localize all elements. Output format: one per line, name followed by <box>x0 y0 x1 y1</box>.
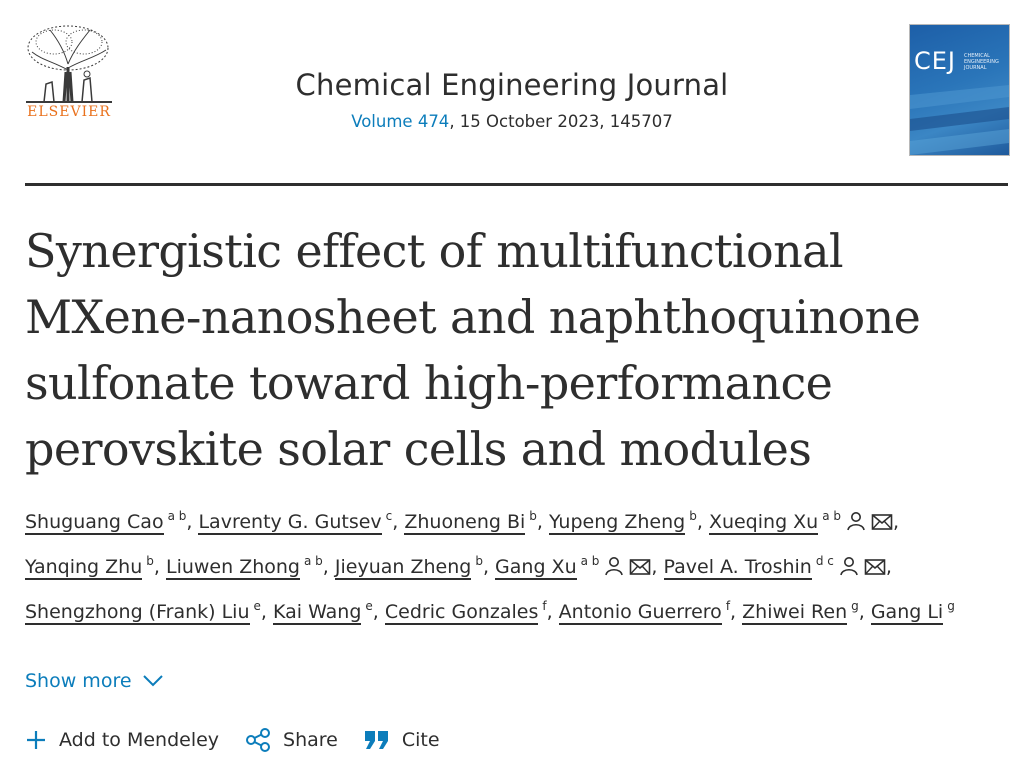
plus-icon <box>27 731 45 749</box>
author-name[interactable]: Antonio Guerrero <box>558 601 722 625</box>
author-affiliation-mark[interactable]: f <box>542 599 547 613</box>
author-item: Lavrenty G. Gutsev c, <box>198 509 399 535</box>
author-affiliation-mark[interactable]: e <box>365 599 373 613</box>
author-name[interactable]: Cedric Gonzales <box>384 601 539 625</box>
person-icon[interactable] <box>604 552 624 588</box>
cover-abbrev: CEJ <box>914 47 956 75</box>
author-name[interactable]: Gang Xu <box>495 556 577 580</box>
article-header: ELSEVIER Chemical Engineering Journal Vo… <box>0 0 1023 186</box>
author-separator: , <box>260 601 267 623</box>
author-affiliation-mark[interactable]: c <box>385 509 393 523</box>
author-item: Zhiwei Ren g, <box>742 599 865 625</box>
article-actions: Add to Mendeley Share Cite <box>25 728 466 752</box>
cite-label: Cite <box>401 729 440 751</box>
issue-line: Volume 474, 15 October 2023, 145707 <box>200 112 824 131</box>
journal-info: Chemical Engineering Journal Volume 474,… <box>200 68 824 131</box>
author-separator: , <box>392 511 399 533</box>
cite-button[interactable]: Cite <box>364 729 440 751</box>
author-name[interactable]: Liuwen Zhong <box>165 556 300 580</box>
author-item: Pavel A. Troshin d c, <box>663 554 892 580</box>
author-affiliation-mark[interactable]: g <box>851 599 859 613</box>
author-item: Yupeng Zheng b, <box>549 509 703 535</box>
issue-details: , 15 October 2023, 145707 <box>449 112 673 131</box>
author-name[interactable]: Jieyuan Zheng <box>334 556 472 580</box>
author-name[interactable]: Gang Li <box>870 601 944 625</box>
author-separator: , <box>186 511 193 533</box>
author-affiliation-mark[interactable]: g <box>947 599 955 613</box>
elsevier-tree-logo[interactable] <box>24 22 114 122</box>
author-name[interactable]: Xueqing Xu <box>708 511 819 535</box>
author-name[interactable]: Lavrenty G. Gutsev <box>198 511 382 535</box>
author-separator: , <box>322 556 329 578</box>
author-item: Shengzhong (Frank) Liu e, <box>25 599 267 625</box>
share-button[interactable]: Share <box>245 728 338 752</box>
author-separator: , <box>696 511 703 533</box>
quote-icon <box>364 731 388 749</box>
author-item: Xueqing Xu a b, <box>708 509 900 535</box>
author-item: Cedric Gonzales f, <box>384 599 553 625</box>
journal-cover[interactable]: CEJ CHEMICAL ENGINEERING JOURNAL <box>909 24 1010 156</box>
author-item: Antonio Guerrero f, <box>558 599 737 625</box>
author-affiliation-mark[interactable]: b <box>475 554 483 568</box>
person-icon[interactable] <box>839 552 859 588</box>
author-affiliation-mark[interactable]: b <box>529 509 537 523</box>
person-icon[interactable] <box>846 507 866 543</box>
author-separator: , <box>651 556 658 578</box>
cover-pattern <box>910 85 1009 155</box>
author-affiliation-mark[interactable]: b <box>146 554 154 568</box>
author-affiliation-mark[interactable]: a b <box>580 554 600 568</box>
share-icon <box>246 728 271 752</box>
author-affiliation-mark[interactable]: a b <box>304 554 323 568</box>
author-affiliation-mark[interactable]: f <box>725 599 731 613</box>
author-affiliation-mark[interactable]: b <box>689 509 697 523</box>
author-separator: , <box>885 556 892 578</box>
chevron-down-icon <box>142 675 163 687</box>
author-name[interactable]: Yanqing Zhu <box>25 556 143 580</box>
author-affiliation-mark[interactable]: d c <box>815 554 834 568</box>
author-separator: , <box>372 601 379 623</box>
envelope-icon[interactable] <box>629 552 651 588</box>
journal-title[interactable]: Chemical Engineering Journal <box>295 68 729 102</box>
header-divider <box>25 183 1008 186</box>
author-affiliation-mark[interactable]: a b <box>167 509 187 523</box>
author-item: Gang Li g <box>870 599 955 625</box>
show-more-label: Show more <box>25 670 132 692</box>
add-to-mendeley-button[interactable]: Add to Mendeley <box>25 729 219 751</box>
author-item: Shuguang Cao a b, <box>25 509 193 535</box>
author-name[interactable]: Pavel A. Troshin <box>663 556 812 580</box>
author-affiliation-mark[interactable]: e <box>253 599 261 613</box>
author-name[interactable]: Shengzhong (Frank) Liu <box>25 601 250 625</box>
author-item: Liuwen Zhong a b, <box>165 554 329 580</box>
author-separator: , <box>858 601 865 623</box>
envelope-icon[interactable] <box>871 507 893 543</box>
author-item: Jieyuan Zheng b, <box>334 554 489 580</box>
envelope-icon[interactable] <box>864 552 886 588</box>
author-separator: , <box>536 511 543 533</box>
author-name[interactable]: Kai Wang <box>272 601 362 625</box>
author-name[interactable]: Yupeng Zheng <box>549 511 686 535</box>
article-title: Synergistic effect of multifunctional MX… <box>25 224 921 476</box>
author-separator: , <box>730 601 737 623</box>
author-affiliation-mark[interactable]: a b <box>822 509 842 523</box>
cover-subtitle: CHEMICAL ENGINEERING JOURNAL <box>964 53 999 71</box>
share-label: Share <box>283 729 338 751</box>
author-item: Zhuoneng Bi b, <box>404 509 543 535</box>
author-name[interactable]: Zhiwei Ren <box>742 601 848 625</box>
author-list: Shuguang Cao a b, Lavrenty G. Gutsev c, Zh… <box>25 498 1015 630</box>
author-separator: , <box>546 601 553 623</box>
publisher-name: ELSEVIER <box>27 104 111 120</box>
author-separator: , <box>153 556 160 578</box>
add-to-mendeley-label: Add to Mendeley <box>59 729 220 751</box>
author-item: Kai Wang e, <box>272 599 379 625</box>
volume-link[interactable]: Volume 474 <box>351 112 450 131</box>
show-more-button[interactable]: Show more <box>25 670 164 692</box>
author-separator: , <box>893 511 900 533</box>
author-separator: , <box>482 556 489 578</box>
author-item: Yanqing Zhu b, <box>25 554 160 580</box>
author-item: Gang Xu a b, <box>495 554 658 580</box>
author-name[interactable]: Shuguang Cao <box>25 511 164 535</box>
author-name[interactable]: Zhuoneng Bi <box>404 511 526 535</box>
